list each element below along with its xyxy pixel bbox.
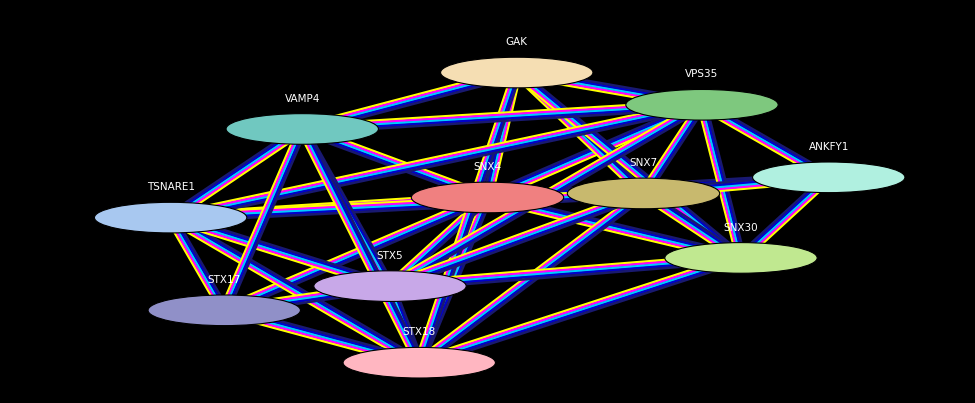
Text: SNX30: SNX30 bbox=[723, 222, 759, 233]
Ellipse shape bbox=[665, 243, 817, 273]
Ellipse shape bbox=[626, 89, 778, 120]
Text: STX17: STX17 bbox=[208, 275, 241, 285]
Text: SNX7: SNX7 bbox=[630, 158, 657, 168]
Ellipse shape bbox=[411, 182, 564, 213]
Ellipse shape bbox=[314, 271, 466, 301]
Text: ANKFY1: ANKFY1 bbox=[808, 142, 849, 152]
Text: STX18: STX18 bbox=[403, 327, 436, 337]
Ellipse shape bbox=[753, 162, 905, 193]
Text: SNX4: SNX4 bbox=[474, 162, 501, 172]
Ellipse shape bbox=[441, 57, 593, 88]
Text: TSNARE1: TSNARE1 bbox=[146, 182, 195, 192]
Ellipse shape bbox=[567, 178, 720, 209]
Text: STX5: STX5 bbox=[376, 251, 404, 261]
Text: VAMP4: VAMP4 bbox=[285, 93, 320, 104]
Ellipse shape bbox=[95, 202, 247, 233]
Text: GAK: GAK bbox=[506, 37, 527, 47]
Text: VPS35: VPS35 bbox=[685, 69, 719, 79]
Ellipse shape bbox=[226, 114, 378, 144]
Ellipse shape bbox=[343, 347, 495, 378]
Ellipse shape bbox=[148, 295, 300, 326]
